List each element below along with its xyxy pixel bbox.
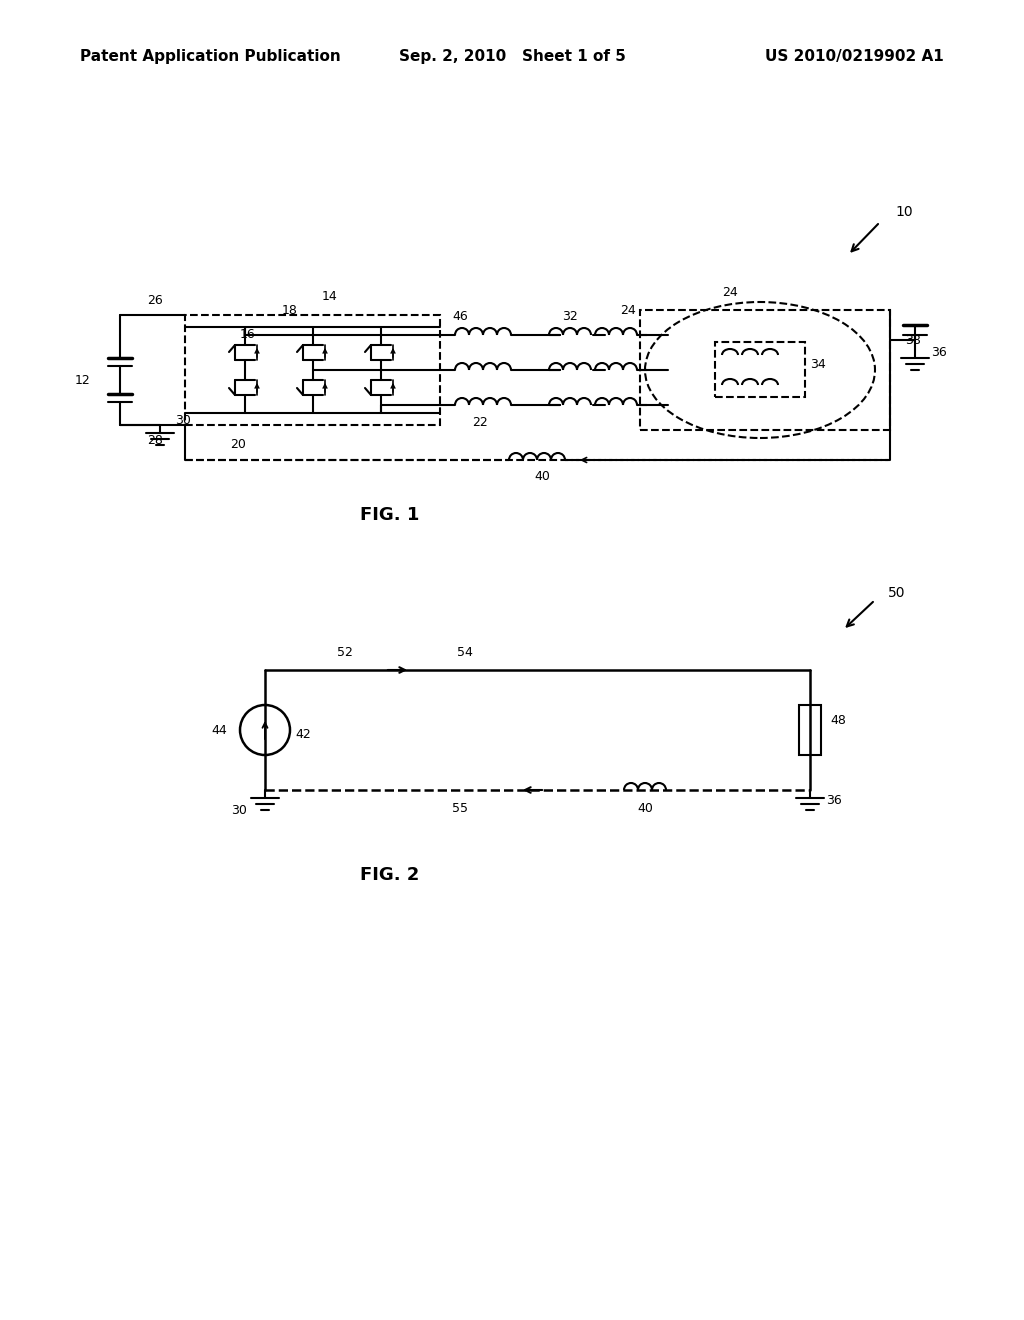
Text: 28: 28 [147,433,163,446]
Text: 22: 22 [472,417,487,429]
Text: FIG. 1: FIG. 1 [360,506,420,524]
Text: 36: 36 [826,793,842,807]
Text: 44: 44 [211,723,227,737]
Text: 34: 34 [810,359,825,371]
Text: 55: 55 [452,801,468,814]
Bar [640,310,890,430]
Text: 20: 20 [230,438,246,451]
Text: 26: 26 [147,293,163,306]
Text: 52: 52 [337,645,353,659]
Text: 24: 24 [722,285,738,298]
Text: 18: 18 [282,304,298,317]
Text: 48: 48 [830,714,846,726]
Text: 30: 30 [231,804,247,817]
Text: 32: 32 [562,310,578,323]
Text: 40: 40 [637,801,653,814]
Text: 54: 54 [457,645,473,659]
Text: 50: 50 [888,586,905,601]
Text: 38: 38 [905,334,921,346]
Text: US 2010/0219902 A1: US 2010/0219902 A1 [765,49,944,65]
Text: Sep. 2, 2010   Sheet 1 of 5: Sep. 2, 2010 Sheet 1 of 5 [398,49,626,65]
Text: 42: 42 [295,729,310,742]
Text: 24: 24 [620,304,636,317]
Bar [799,705,821,755]
Text: 46: 46 [453,310,468,323]
Text: 36: 36 [931,346,947,359]
Bar [715,342,805,397]
Text: 40: 40 [535,470,550,483]
Text: FIG. 2: FIG. 2 [360,866,420,884]
Text: Patent Application Publication: Patent Application Publication [80,49,341,65]
Bar [185,315,440,425]
Text: 14: 14 [323,290,338,304]
Text: 10: 10 [895,205,912,219]
Text: 30: 30 [175,413,190,426]
Text: 16: 16 [240,329,256,342]
Text: 12: 12 [75,374,90,387]
